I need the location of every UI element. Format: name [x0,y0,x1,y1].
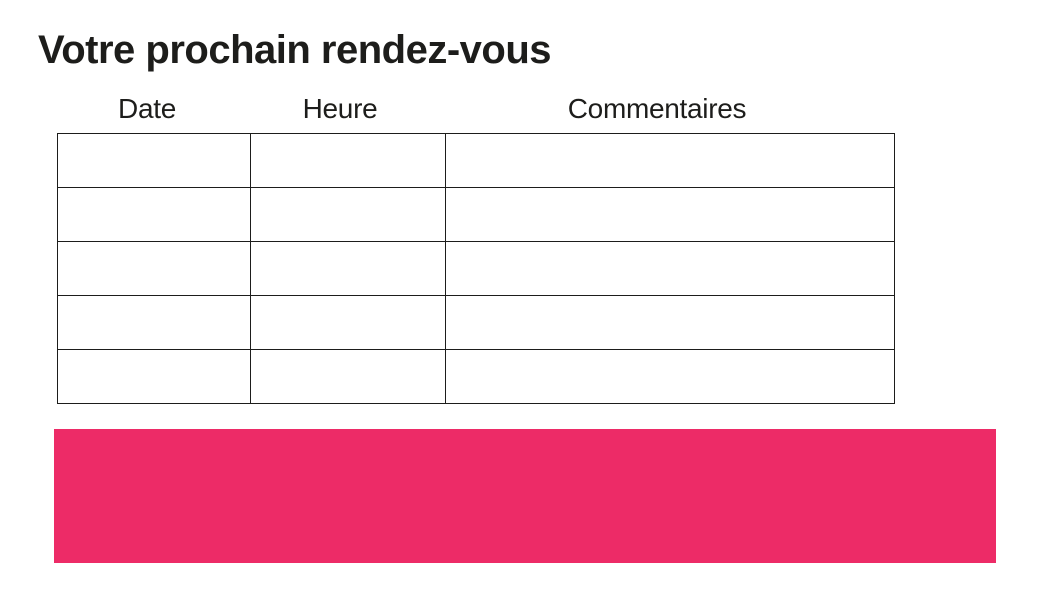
column-header-commentaires: Commentaires [567,93,747,124]
table-cell [57,241,251,296]
page-title: Votre prochain rendez-vous [38,28,552,72]
table-row [57,349,895,404]
column-header-heure: Heure [302,93,378,124]
table-cell [445,295,895,350]
table-cell [250,295,446,350]
table-cell [57,187,251,242]
table-cell [445,187,895,242]
table-cell [250,187,446,242]
table-row [57,187,895,242]
table-cell [57,295,251,350]
table-cell [250,349,446,404]
table-cell [250,241,446,296]
table-row [57,133,895,188]
table-row [57,295,895,350]
table-row [57,241,895,296]
table-cell [445,241,895,296]
table-cell [57,349,251,404]
footer-highlight-bar [54,429,996,563]
column-header-date: Date [118,93,176,124]
appointments-table [57,133,895,404]
table-cell [57,133,251,188]
table-cell [250,133,446,188]
table-cell [445,133,895,188]
table-cell [445,349,895,404]
